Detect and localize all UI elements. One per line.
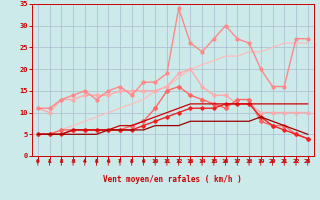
X-axis label: Vent moyen/en rafales ( km/h ): Vent moyen/en rafales ( km/h ) — [103, 175, 242, 184]
